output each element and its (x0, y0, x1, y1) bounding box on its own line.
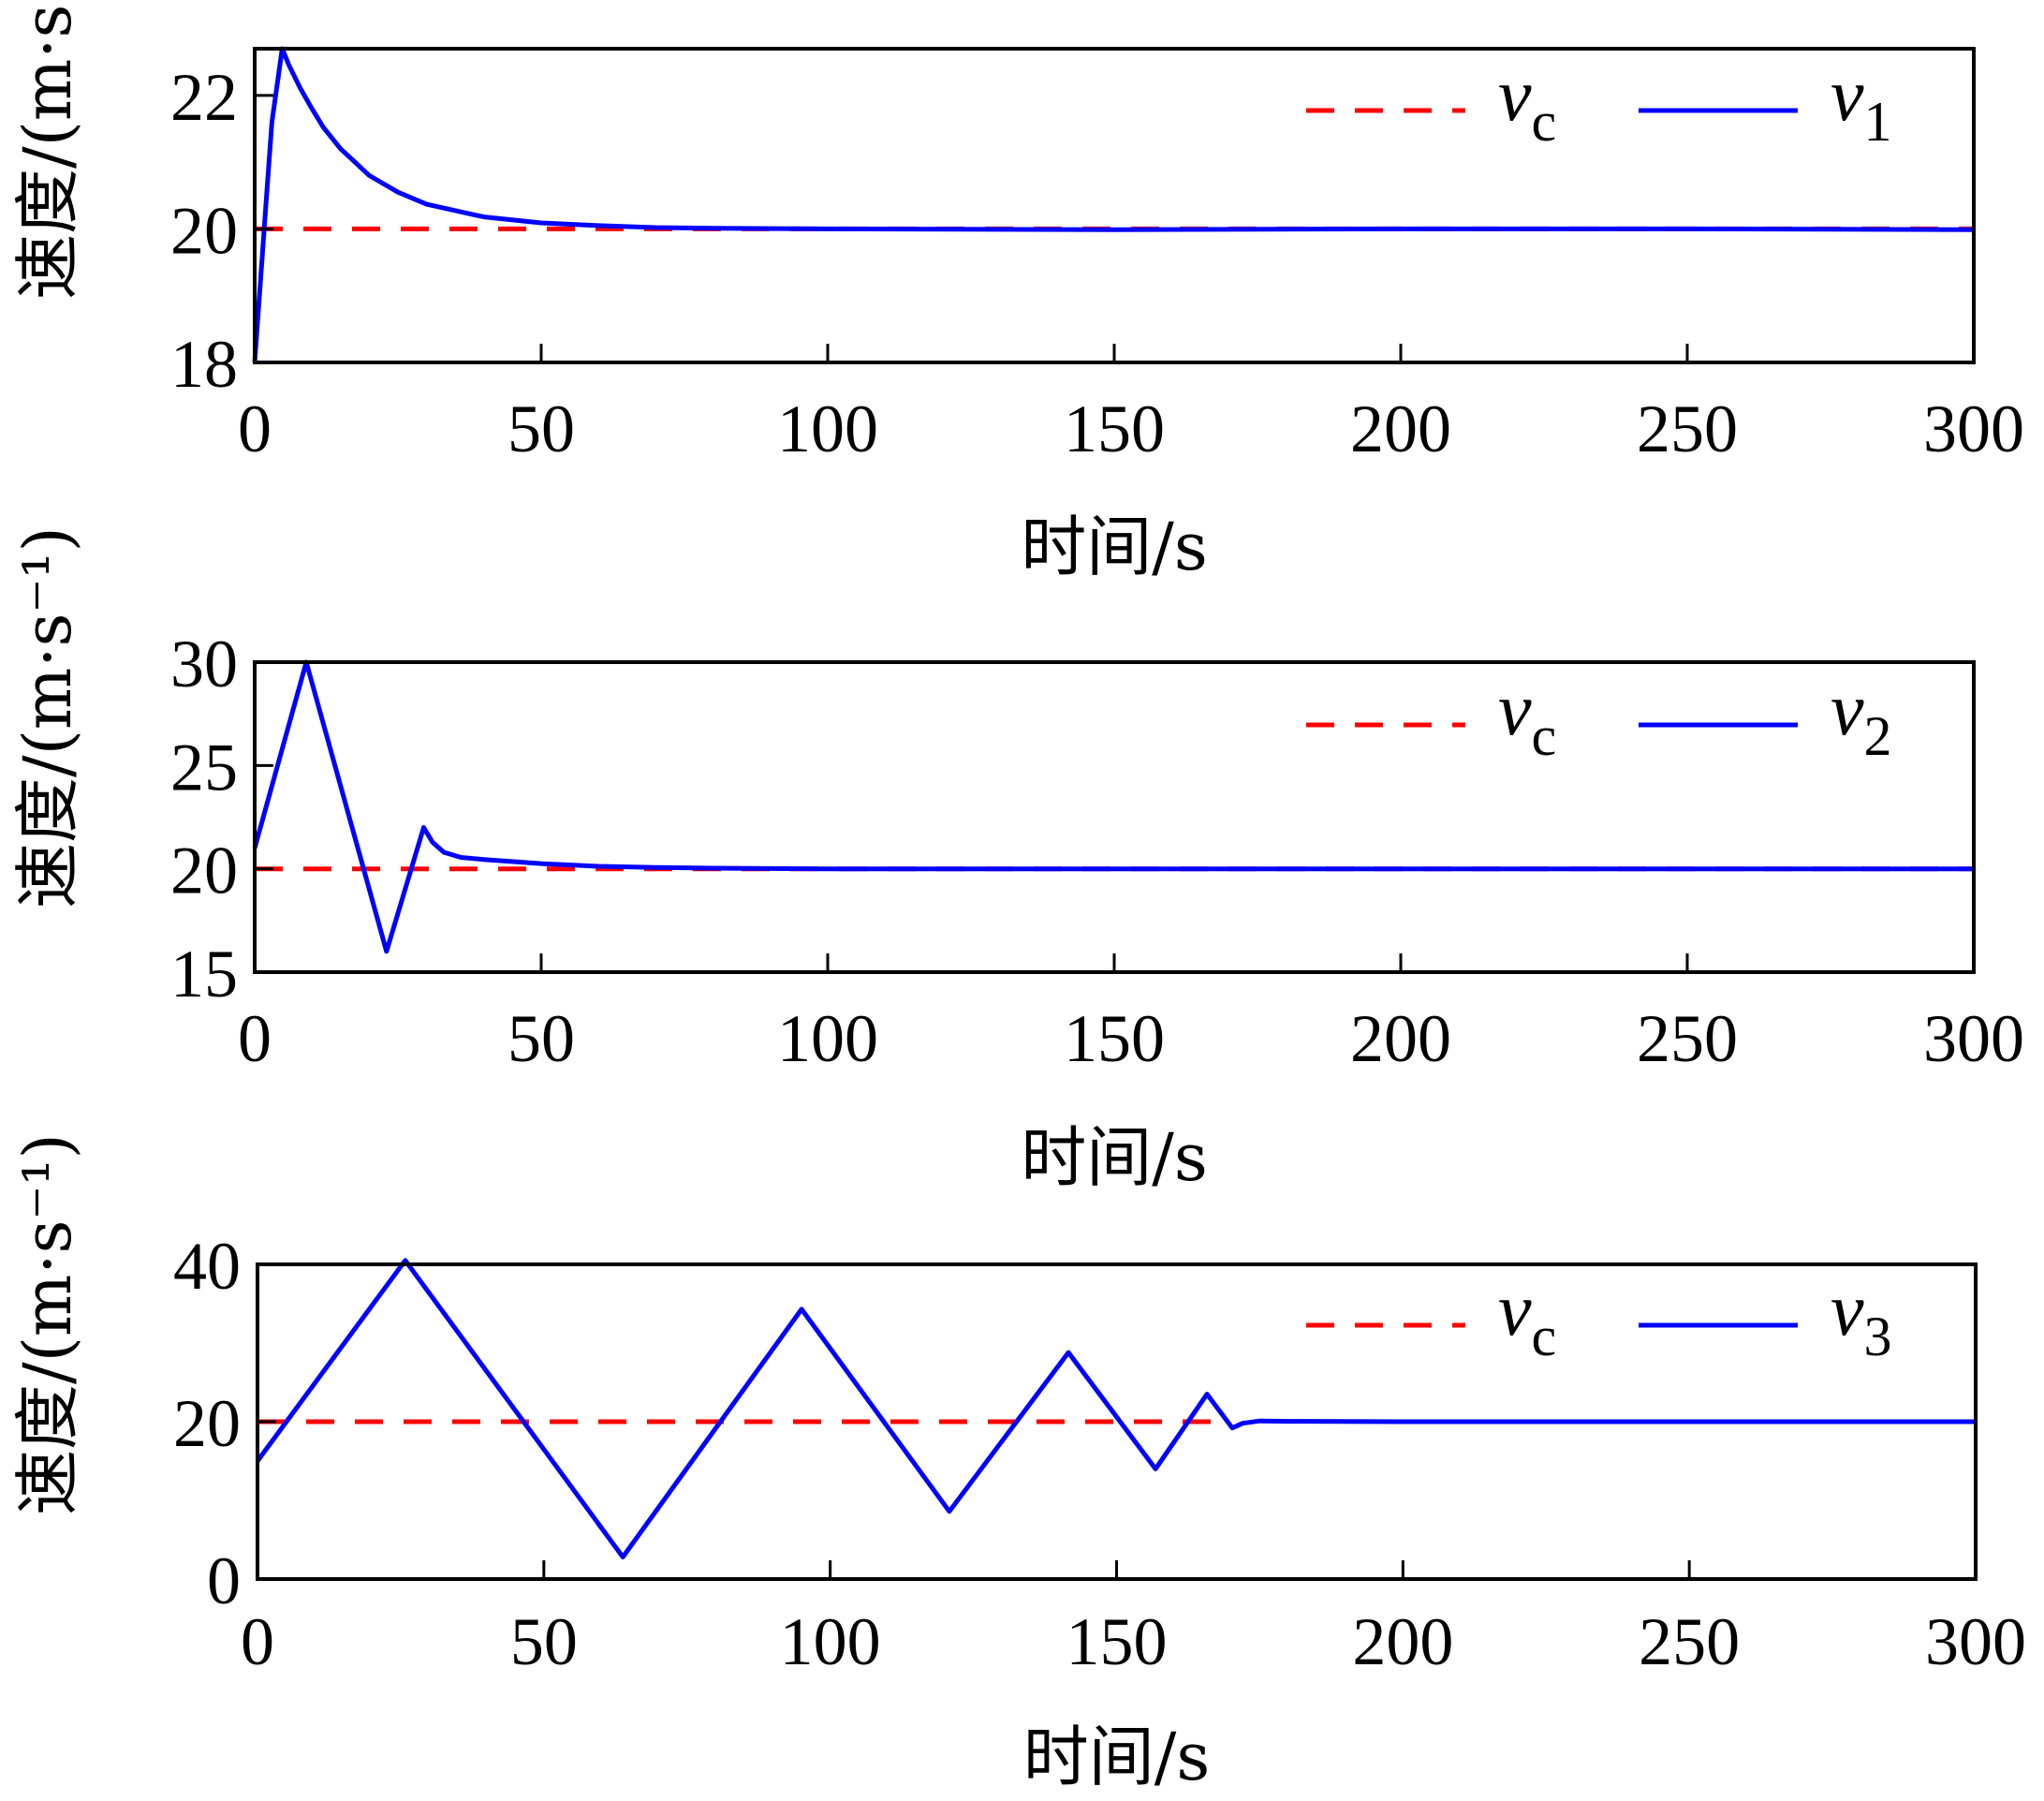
x-tick-label: 300 (1923, 1001, 2024, 1076)
plot-frame (253, 660, 1976, 974)
x-tick-label: 50 (507, 1001, 575, 1076)
legend-label-v3: v3 (1831, 1269, 1892, 1367)
legend-label-v1: v1 (1831, 54, 1892, 153)
x-tick-label: 200 (1350, 391, 1451, 466)
x-tick-label: 100 (777, 1001, 878, 1076)
y-axis-title: 速度/(m·s⁻¹) (9, 1133, 86, 1515)
series-line-v3 (255, 1258, 1976, 1559)
y-tick-label: 20 (170, 834, 238, 908)
y-axis-title: 速度/(m·s⁻¹) (9, 0, 86, 300)
y-tick-label: 18 (170, 327, 238, 402)
y-axis-title: 速度/(m·s⁻¹) (9, 526, 86, 908)
x-tick-label: 150 (1066, 1604, 1168, 1679)
legend-label-v2: v2 (1831, 669, 1892, 767)
plot-frame (253, 47, 1976, 364)
x-tick-label: 150 (1064, 1001, 1165, 1076)
x-tick-label: 100 (780, 1604, 881, 1679)
y-tick-label: 25 (170, 730, 238, 805)
x-tick-label: 200 (1352, 1604, 1453, 1679)
y-tick-label: 20 (173, 1386, 241, 1461)
y-tick-label: 15 (170, 937, 238, 1011)
x-axis-title: 时间/s (1021, 509, 1208, 585)
x-tick-label: 50 (510, 1604, 578, 1679)
x-tick-label: 150 (1064, 391, 1165, 466)
series-line-v2 (252, 659, 1974, 954)
x-tick-label: 100 (777, 391, 878, 466)
legend-label-vc: vc (1498, 1269, 1556, 1367)
x-tick-label: 300 (1925, 1604, 2026, 1679)
subplot-2: 0 50 100 150 200 250 300 15 20 25 30 时间/s 速度/(m·s⁻¹)… (9, 526, 2024, 1196)
x-tick-label: 0 (238, 391, 272, 466)
subplot-3: 0 50 100 150 200 250 300 0 20 40 时间/s 速度/(m·s⁻¹) vc v… (9, 1133, 2026, 1795)
x-tick-label: 250 (1639, 1604, 1740, 1679)
x-tick-label: 300 (1923, 391, 2024, 466)
y-tick-label: 20 (170, 193, 238, 268)
x-axis-title: 时间/s (1023, 1719, 1211, 1795)
y-tick-label: 22 (170, 60, 238, 135)
legend-label-vc: vc (1498, 669, 1556, 767)
x-tick-label: 250 (1637, 1001, 1738, 1076)
legend-label-vc: vc (1498, 54, 1556, 153)
y-tick-label: 0 (207, 1543, 241, 1618)
x-tick-label: 0 (241, 1604, 274, 1679)
x-tick-label: 0 (238, 1001, 272, 1076)
series-line-v1 (252, 46, 1975, 363)
y-tick-label: 40 (173, 1229, 241, 1304)
x-axis-title: 时间/s (1021, 1119, 1208, 1196)
x-tick-label: 50 (507, 391, 575, 466)
x-tick-label: 200 (1350, 1001, 1451, 1076)
x-tick-label: 250 (1637, 391, 1738, 466)
y-tick-label: 30 (170, 627, 238, 701)
subplot-1: 0 50 100 150 200 250 300 18 20 22 时间/s 速度/(m·s⁻¹) vc… (9, 0, 2024, 585)
